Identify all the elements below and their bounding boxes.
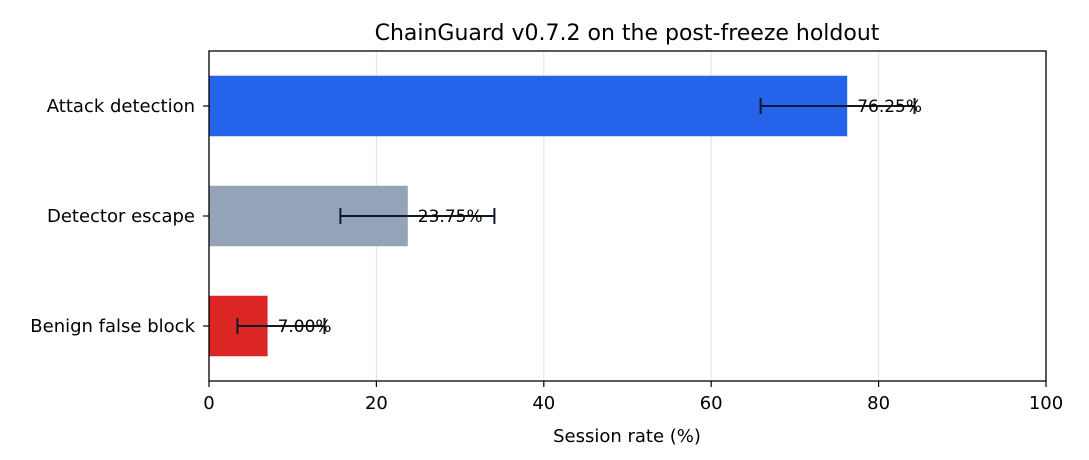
- y-tick-label: Attack detection: [47, 96, 195, 117]
- y-axis: Attack detection Detector escape Benign fa…: [30, 96, 209, 337]
- x-axis-title: Session rate (%): [553, 426, 701, 447]
- x-axis: 0 20 40 60 80 100: [203, 381, 1063, 414]
- y-tick-label: Benign false block: [30, 316, 195, 337]
- data-label: 76.25%: [857, 97, 922, 117]
- x-tick-label: 0: [203, 393, 214, 414]
- x-tick-label: 80: [867, 393, 890, 414]
- x-tick-label: 40: [532, 393, 555, 414]
- x-tick-label: 60: [700, 393, 723, 414]
- x-tick-label: 100: [1029, 393, 1063, 414]
- x-tick-label: 20: [365, 393, 388, 414]
- y-tick-label: Detector escape: [47, 206, 195, 227]
- data-label: 7.00%: [278, 317, 332, 337]
- data-label: 23.75%: [418, 207, 483, 227]
- chart-title: ChainGuard v0.7.2 on the post-freeze hol…: [375, 21, 880, 46]
- data-labels: 76.25% 23.75% 7.00%: [278, 97, 922, 337]
- bars: [209, 75, 848, 357]
- bar: [209, 75, 848, 137]
- error-bars: [236, 98, 916, 334]
